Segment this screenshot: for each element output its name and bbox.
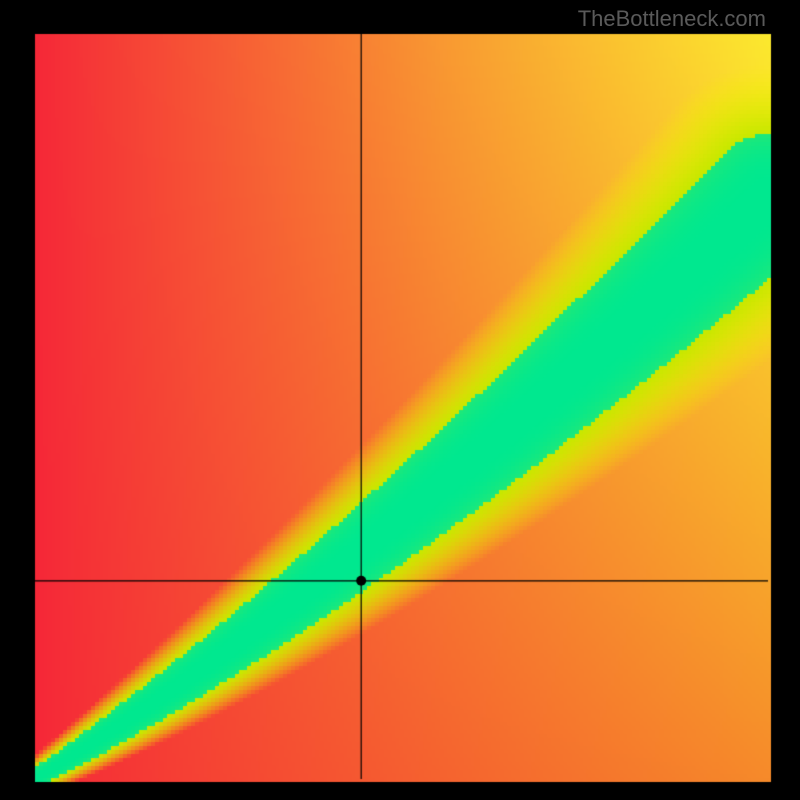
heatmap-canvas bbox=[0, 0, 800, 800]
chart-container: TheBottleneck.com bbox=[0, 0, 800, 800]
watermark-text: TheBottleneck.com bbox=[578, 6, 766, 32]
